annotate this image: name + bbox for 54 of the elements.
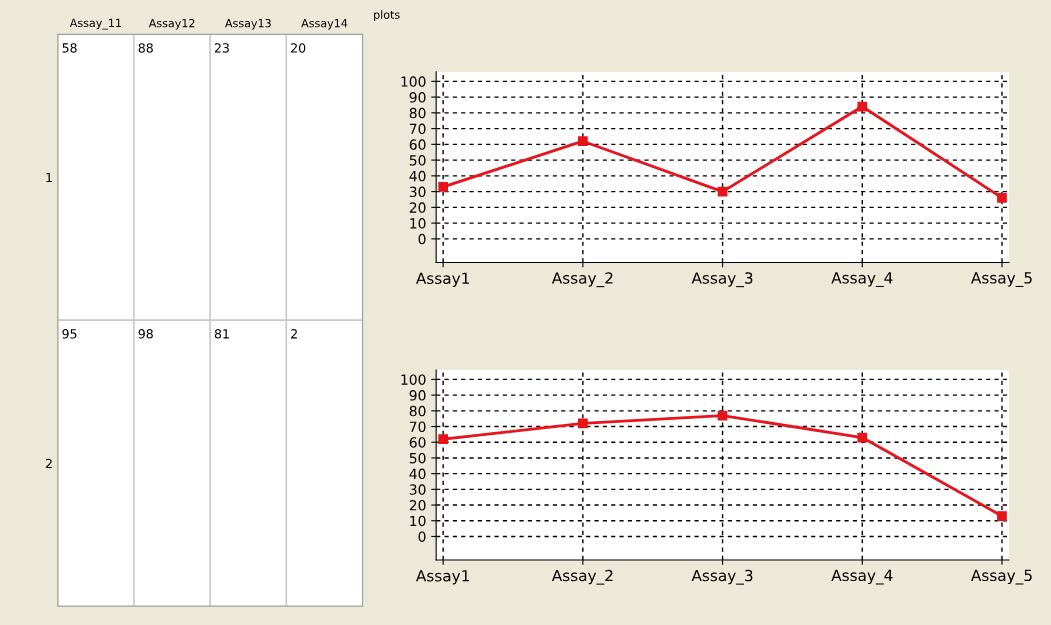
point (997, 193, 1007, 203)
y-tick-label: 10 (410, 218, 426, 229)
x-tick-label: Assay_4 (831, 272, 893, 288)
x-tick-label: Assay13 (225, 18, 271, 30)
x-tick-label: Assay_5 (971, 569, 1032, 585)
y-tick-label: 20 (409, 500, 426, 511)
y-tick-label: 30 (409, 484, 426, 495)
y-tick-label: 10 (410, 515, 426, 527)
data-label: 23 (214, 43, 229, 53)
x-tick-label: Assay1 (416, 570, 469, 585)
x-tick-label: Assay1 (416, 272, 469, 288)
x-tick-label: Assay_3 (691, 272, 753, 288)
point (857, 101, 868, 112)
chart-title: plots (374, 10, 400, 21)
x-tick-label: Assay_11 (69, 18, 122, 30)
data-label: 81 (214, 329, 229, 339)
x-tick-label: Assay14 (301, 19, 348, 30)
x-tick-label: Assay_2 (551, 272, 613, 288)
point (438, 434, 449, 444)
x-tick-label: Assay12 (148, 18, 195, 30)
x-tick-label: Assay_3 (691, 569, 753, 585)
point (438, 182, 449, 192)
data-label: 58 (62, 43, 77, 53)
y-tick-label: 90 (409, 390, 426, 401)
y-tick-label: 1 (46, 172, 52, 183)
y-tick-label: 60 (409, 437, 426, 448)
y-tick-label: 80 (409, 107, 426, 119)
data-label: 20 (291, 43, 306, 53)
y-tick-label: 30 (409, 186, 426, 198)
y-tick-label: 70 (409, 123, 426, 135)
x-tick-label: Assay_5 (971, 272, 1032, 288)
y-tick-label: 90 (409, 92, 426, 103)
point (577, 136, 588, 147)
y-tick-label: 0 (418, 233, 426, 245)
y-tick-label: 100 (401, 374, 426, 385)
x-tick-label: Assay_4 (831, 569, 893, 585)
y-tick-label: 50 (409, 155, 426, 166)
y-tick-label: 0 (418, 531, 426, 542)
y-tick-label: 40 (409, 170, 426, 182)
point (857, 432, 868, 443)
data-label: 95 (62, 329, 77, 339)
data-label: 88 (138, 43, 153, 53)
x-tick-label: Assay_2 (551, 569, 613, 585)
data-label: 98 (138, 329, 153, 339)
y-tick-label: 40 (409, 468, 426, 480)
point (997, 511, 1007, 521)
y-tick-label: 70 (409, 421, 426, 432)
data-label: 2 (291, 329, 297, 339)
y-tick-label: 80 (409, 405, 426, 417)
y-tick-label: 20 (409, 202, 426, 213)
y-tick-label: 50 (409, 452, 426, 464)
point (577, 418, 588, 429)
y-tick-label: 60 (409, 139, 426, 150)
y-tick-label: 100 (401, 76, 426, 87)
